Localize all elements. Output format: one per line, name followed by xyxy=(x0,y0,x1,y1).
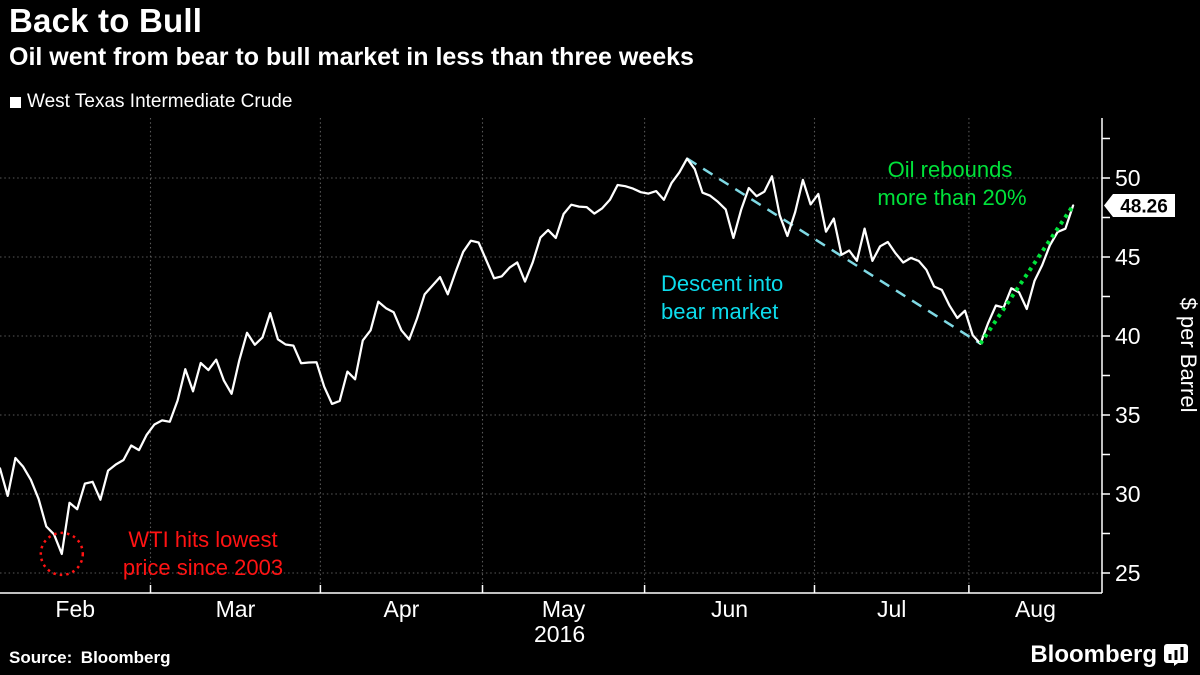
x-tick-label: Jul xyxy=(877,596,906,622)
x-tick-label: Mar xyxy=(216,596,256,622)
low-point-dotted-circle xyxy=(39,531,85,577)
legend-swatch-icon xyxy=(10,96,21,108)
y-tick-label: 25 xyxy=(1115,560,1141,586)
legend-label: West Texas Intermediate Crude xyxy=(27,91,293,112)
page-title: Back to Bull xyxy=(9,2,203,39)
last-value-label: 48.26 xyxy=(1120,197,1168,218)
brand: Bloomberg xyxy=(1030,641,1188,669)
y-tick-label: 35 xyxy=(1115,402,1141,428)
source-credit: Source: Bloomberg xyxy=(9,648,171,667)
x-tick-label: Feb xyxy=(55,596,95,622)
axes xyxy=(0,118,1110,594)
x-tick-label: Apr xyxy=(384,596,420,622)
x-tick-label: May xyxy=(542,596,586,622)
annotation-low-line1: WTI hits lowest xyxy=(128,527,277,552)
bear-trend-dashed-line xyxy=(686,157,982,345)
y-tick-label: 30 xyxy=(1115,481,1141,507)
annotation-low-line2: price since 2003 xyxy=(123,555,283,580)
year-label: 2016 xyxy=(534,621,585,647)
annotation-bull-line1: Oil rebounds xyxy=(888,157,1013,182)
gridlines xyxy=(0,118,1102,593)
x-tick-label: Aug xyxy=(1015,596,1056,622)
bloomberg-chart-icon xyxy=(1164,644,1188,666)
y-tick-label: 40 xyxy=(1115,323,1141,349)
x-tick-label: Jun xyxy=(711,596,748,622)
page-subtitle: Oil went from bear to bull market in les… xyxy=(9,42,694,71)
bull-rebound-dotted-line xyxy=(978,204,1075,345)
y-axis-title: $ per Barrel xyxy=(1176,298,1200,413)
y-tick-label: 50 xyxy=(1115,165,1141,191)
annotation-bull-line2: more than 20% xyxy=(877,185,1026,210)
legend: West Texas Intermediate Crude xyxy=(10,91,292,113)
annotation-bear-line1: Descent into xyxy=(661,271,783,296)
chart-header: Back to Bull Oil went from bear to bull … xyxy=(9,2,694,72)
bloomberg-wordmark: Bloomberg xyxy=(1030,641,1157,668)
last-value-tag xyxy=(1104,194,1175,217)
footer: Source: Bloomberg Bloomberg xyxy=(0,641,1200,671)
y-tick-label: 45 xyxy=(1115,244,1141,270)
annotation-bear-line2: bear market xyxy=(661,299,778,324)
price-line xyxy=(0,157,1075,556)
